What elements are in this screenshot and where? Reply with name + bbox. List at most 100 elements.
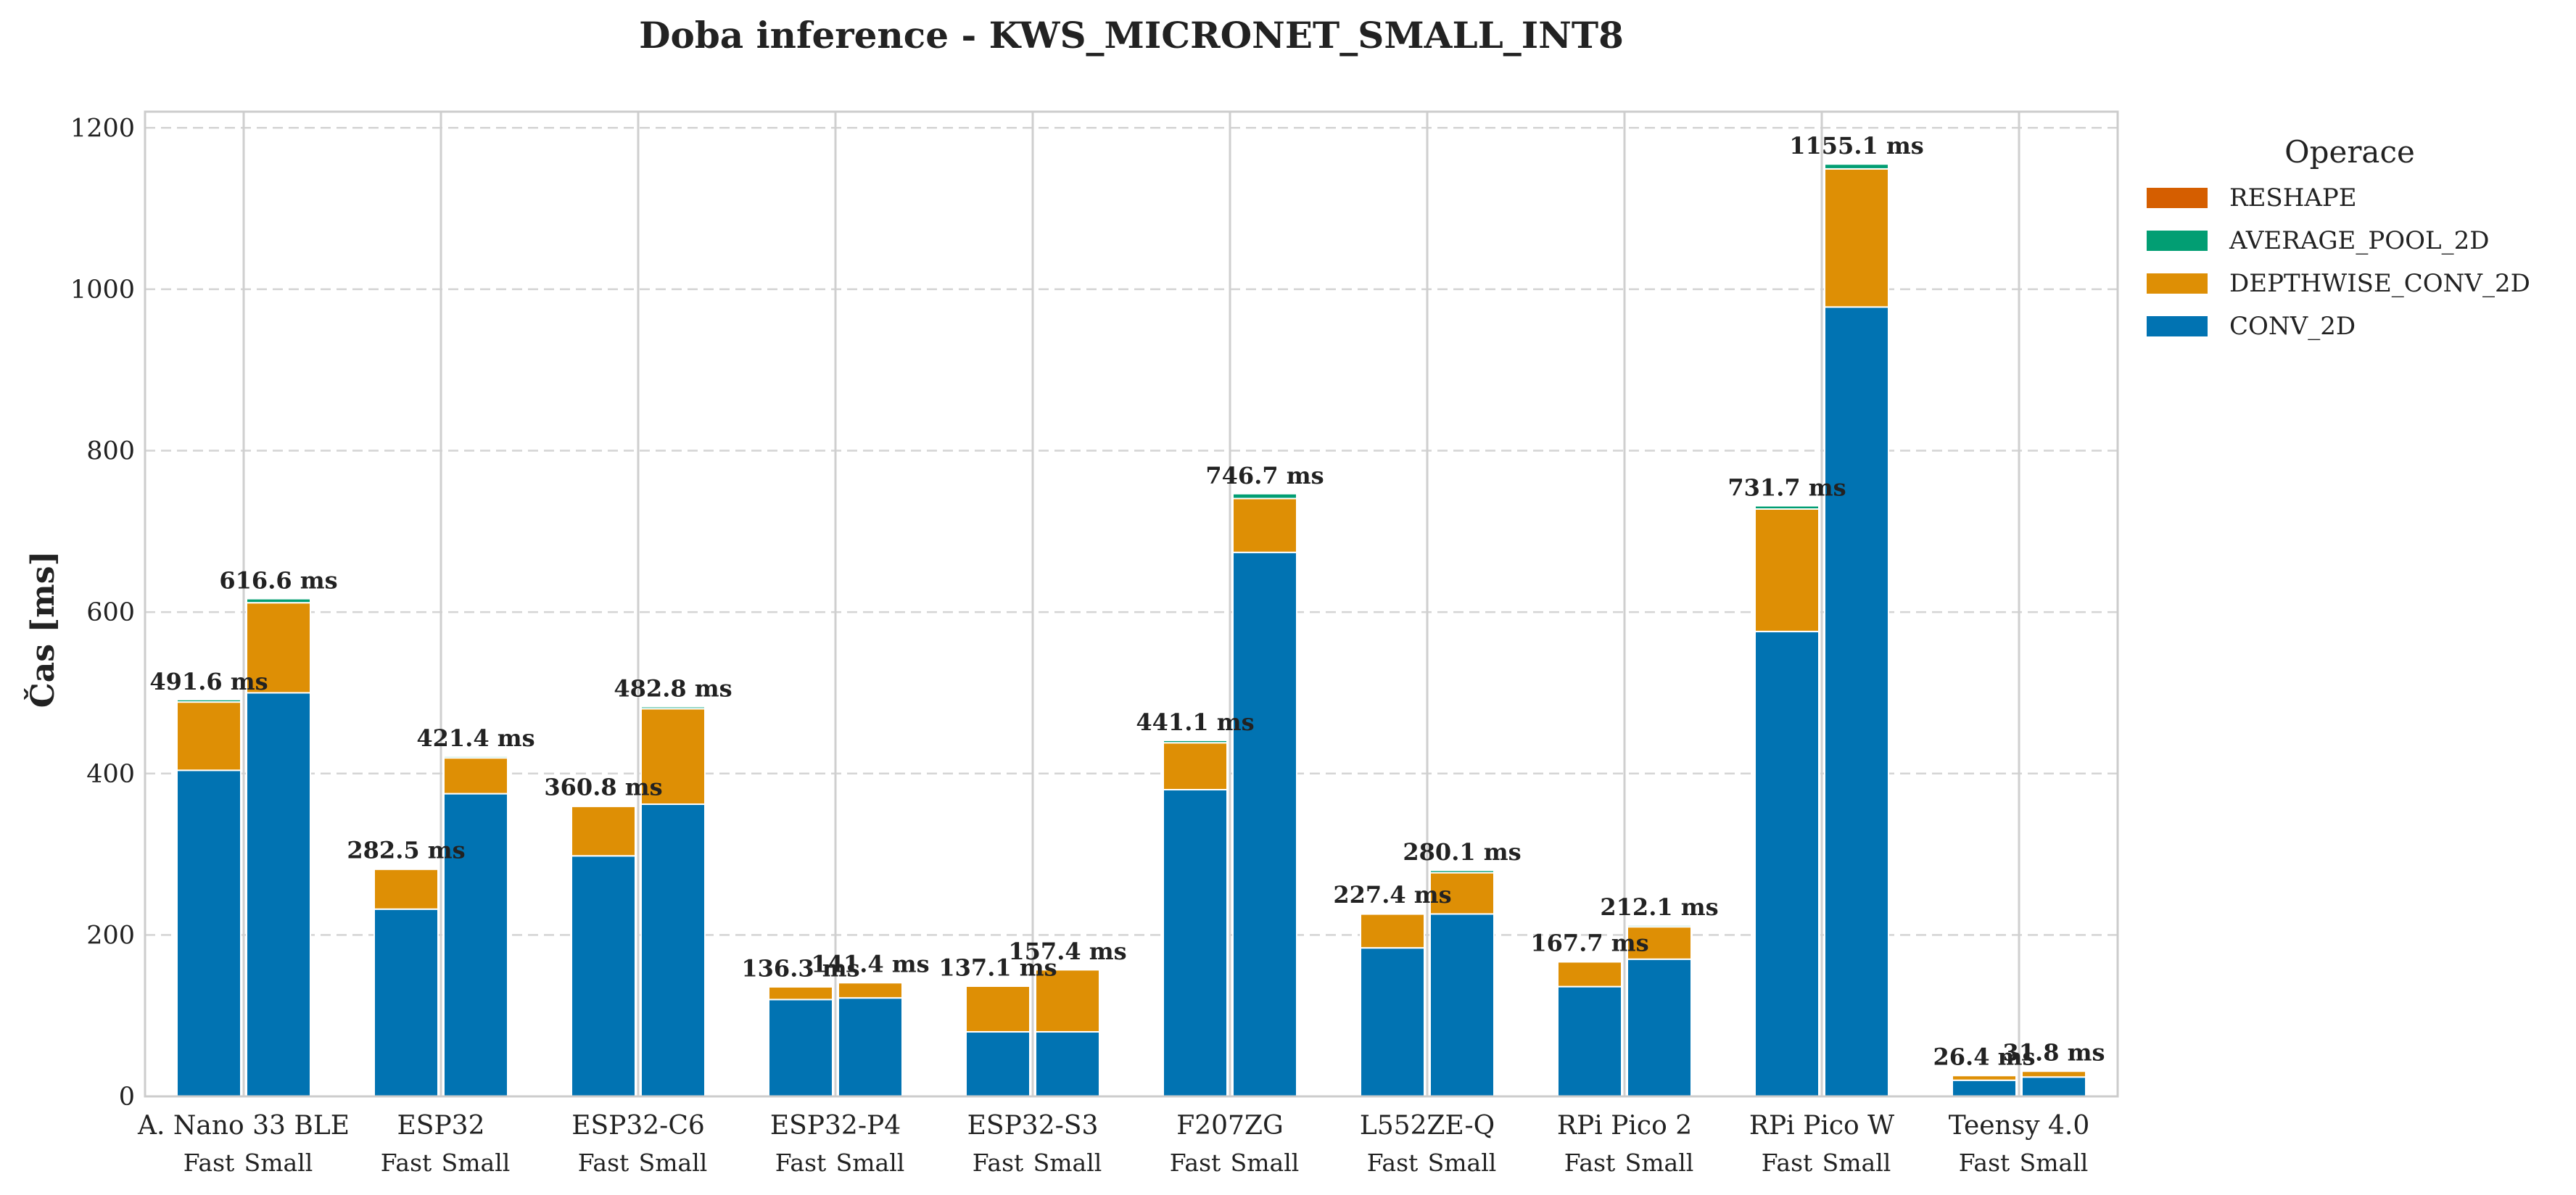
y-tick-label: 800 (86, 437, 135, 466)
bar-segment (246, 692, 311, 1097)
bar-segment (2021, 1076, 2086, 1098)
total-label: 227.4 ms (1333, 881, 1451, 909)
subcategory-label: Fast (1564, 1149, 1616, 1177)
bar-segment (1035, 969, 1100, 1033)
subcategory-label: Small (1231, 1149, 1300, 1177)
bar-segment (1163, 740, 1228, 744)
total-label: 157.4 ms (1008, 938, 1126, 965)
subcategory-label: Fast (381, 1149, 432, 1177)
bar-segment (176, 769, 242, 1097)
bar-segment (838, 997, 903, 1097)
bar-segment (1232, 497, 1297, 553)
total-label: 1155.1 ms (1789, 132, 1923, 160)
bar-segment (443, 757, 508, 795)
bar-segment (373, 868, 439, 910)
bar-segment (640, 706, 706, 710)
subcategory-label: Fast (1762, 1149, 1813, 1177)
bar-segment (1360, 913, 1425, 949)
bar-segment (2021, 1070, 2086, 1072)
subcategory-label: Small (1033, 1149, 1102, 1177)
bar-segment (176, 701, 242, 772)
bar-segment (965, 985, 1031, 1033)
subcategory-label: Fast (578, 1149, 629, 1177)
total-label: 482.8 ms (614, 675, 732, 703)
legend-swatch (2147, 316, 2208, 336)
subcategory-label: Small (639, 1149, 708, 1177)
subcategory-label: Fast (973, 1149, 1024, 1177)
subcategory-label: Fast (1170, 1149, 1221, 1177)
y-tick-label: 1200 (70, 114, 135, 143)
subcategory-label: Small (836, 1149, 905, 1177)
bar-segment (1557, 960, 1622, 963)
total-label: 616.6 ms (219, 567, 337, 595)
plot-frame (144, 110, 2119, 1098)
legend-swatch (2147, 231, 2208, 251)
category-label: RPi Pico 2 (1557, 1111, 1692, 1141)
bar-segment (1952, 1079, 2017, 1097)
total-label: 282.5 ms (347, 837, 465, 864)
subcategory-label: Fast (1959, 1149, 2010, 1177)
subcategory-label: Fast (775, 1149, 827, 1177)
bar-segment (1035, 968, 1100, 971)
bar-segment (838, 982, 903, 999)
legend-title: Operace (2284, 134, 2415, 170)
bar-segment (1557, 985, 1622, 1097)
total-label: 421.4 ms (416, 724, 534, 752)
legend: Operace RESHAPE AVERAGE_POOL_2D DEPTHWISE_… (2147, 134, 2530, 341)
bar-segment (1824, 168, 1889, 308)
total-label: 26.4 ms (1933, 1043, 2036, 1071)
legend-label: DEPTHWISE_CONV_2D (2229, 269, 2530, 298)
bar-segment (1754, 508, 1820, 632)
legend-label: RESHAPE (2229, 183, 2357, 212)
bar-segment (1429, 872, 1495, 915)
legend-label: AVERAGE_POOL_2D (2229, 226, 2489, 255)
y-tick-label: 1000 (70, 276, 135, 305)
category-label: ESP32-C6 (571, 1111, 705, 1141)
category-label: ESP32 (397, 1111, 485, 1141)
bar-segment (1627, 924, 1692, 928)
subcategory-label: Fast (1367, 1149, 1419, 1177)
bar-segment (2021, 1070, 2086, 1078)
bar-segment (1627, 958, 1692, 1098)
bar-segment (768, 985, 833, 1001)
total-label: 31.8 ms (2003, 1039, 2105, 1067)
y-tick-label: 200 (86, 921, 135, 950)
bar-segment (443, 793, 508, 1097)
bar-segment (571, 806, 636, 857)
total-label: 137.1 ms (938, 954, 1057, 981)
bar-segment (640, 708, 706, 806)
bar-segment (1824, 163, 1889, 170)
total-label: 441.1 ms (1136, 708, 1254, 736)
subcategory-label: Small (1625, 1149, 1694, 1177)
category-label: RPi Pico W (1749, 1111, 1894, 1141)
bar-segment (640, 803, 706, 1098)
bar-segment (1627, 926, 1692, 960)
bar-segment (1952, 1074, 2017, 1077)
bar-segment (246, 598, 311, 604)
bar-segment (1232, 551, 1297, 1097)
total-label: 167.7 ms (1530, 929, 1648, 956)
subcategory-label: Small (2020, 1149, 2089, 1177)
bar-segment (1429, 869, 1495, 874)
total-label: 136.3 ms (741, 954, 859, 982)
bar-segment (965, 1030, 1031, 1097)
category-label: F207ZG (1176, 1111, 1283, 1141)
bar-segment (965, 985, 1031, 987)
bar-segment (1754, 630, 1820, 1097)
bar-segment (768, 998, 833, 1098)
bar-segment (443, 755, 508, 759)
subcategory-label: Fast (183, 1149, 235, 1177)
bar-segment (1754, 505, 1820, 510)
category-label: A. Nano 33 BLE (137, 1111, 350, 1141)
category-label: Teensy 4.0 (1949, 1111, 2090, 1141)
subcategory-label: Small (1822, 1149, 1891, 1177)
bar-segment (1360, 947, 1425, 1097)
total-label: 280.1 ms (1403, 838, 1521, 866)
bar-segment (571, 855, 636, 1097)
y-tick-label: 600 (86, 598, 135, 627)
bar-segment (1163, 742, 1228, 791)
total-label: 746.7 ms (1205, 462, 1324, 489)
bar-segment (1360, 911, 1425, 915)
total-label: 360.8 ms (544, 773, 662, 801)
